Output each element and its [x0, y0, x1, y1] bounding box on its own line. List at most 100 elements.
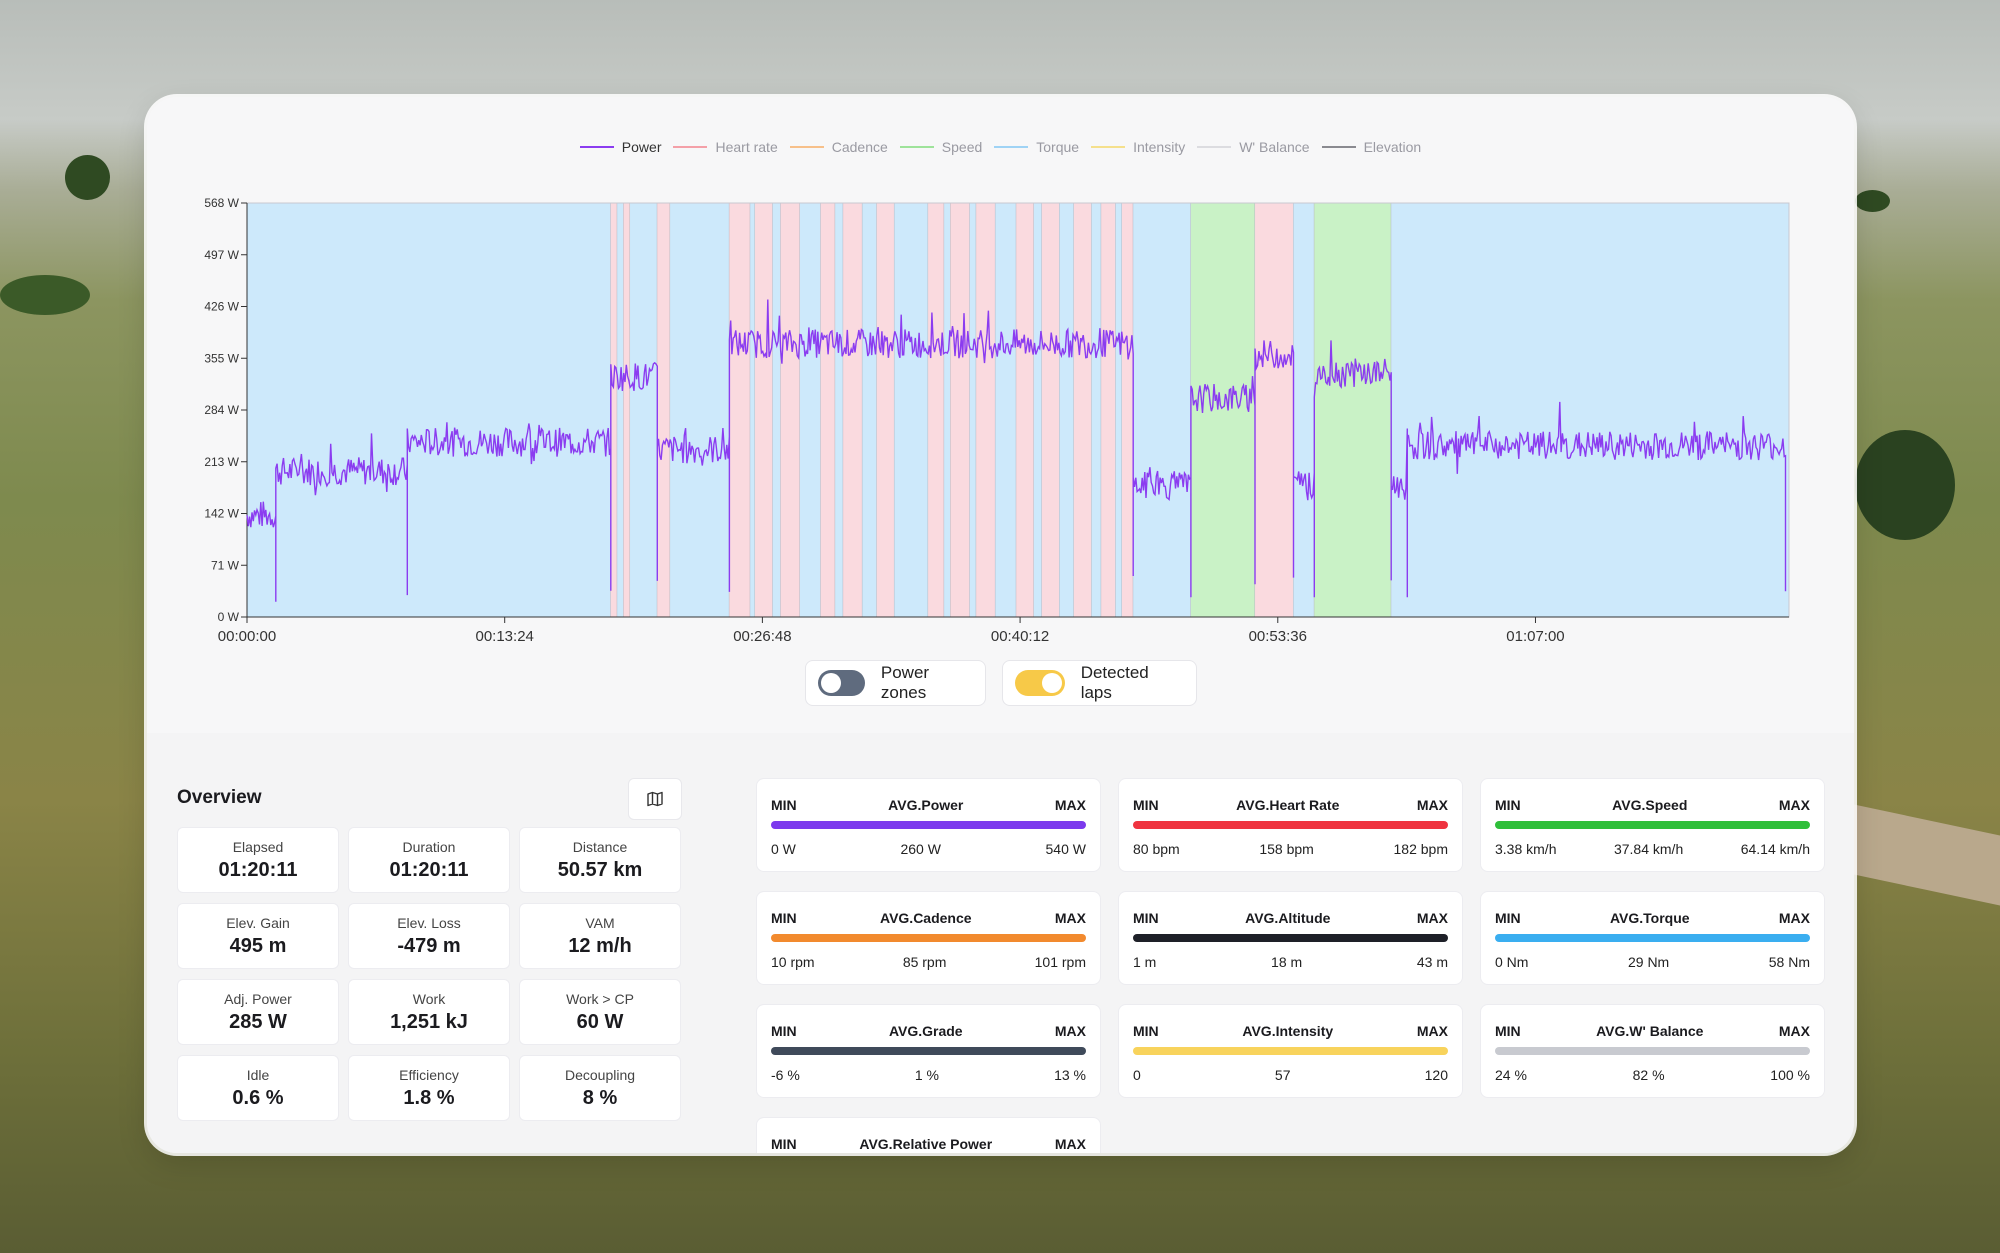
metric-min-label: MIN	[1495, 910, 1521, 926]
metric-header: MIN AVG.Speed MAX	[1495, 797, 1810, 813]
stat-value: 50.57 km	[557, 859, 643, 881]
switch-knob	[821, 673, 841, 693]
stat-value: 60 W	[576, 1011, 624, 1033]
lap-band	[755, 203, 773, 617]
metric-max-value: 100 %	[1770, 1067, 1810, 1083]
y-tick-label: 213 W	[204, 455, 239, 469]
metric-min-label: MIN	[771, 1136, 797, 1152]
lap-band	[1391, 203, 1789, 617]
legend-item-elevation[interactable]: Elevation	[1321, 139, 1421, 155]
metric-header: MIN AVG.Relative Power MAX	[771, 1136, 1086, 1152]
metric-max-value: 64.14 km/h	[1740, 841, 1810, 857]
metric-range-bar	[1133, 1047, 1448, 1055]
lap-band	[623, 203, 631, 617]
lap-band	[1122, 203, 1134, 617]
lap-band	[1091, 203, 1102, 617]
metric-title: AVG.W' Balance	[1596, 1023, 1704, 1039]
stat-label: VAM	[585, 915, 615, 931]
metric-card-avg-relative-power: MIN AVG.Relative Power MAX	[756, 1117, 1101, 1153]
lap-band	[1255, 203, 1294, 617]
stat-value: 01:20:11	[218, 859, 298, 881]
metric-header: MIN AVG.W' Balance MAX	[1495, 1023, 1810, 1039]
lap-band	[799, 203, 821, 617]
metric-max-label: MAX	[1416, 910, 1448, 926]
lap-band	[729, 203, 751, 617]
lap-band	[820, 203, 836, 617]
switch-knob	[1042, 673, 1062, 693]
metric-min-value: -6 %	[771, 1067, 800, 1083]
lap-band	[1190, 203, 1256, 617]
lap-band	[950, 203, 970, 617]
legend-item-speed[interactable]: Speed	[899, 139, 982, 155]
legend-swatch	[1197, 146, 1232, 148]
metric-card-avg-w-balance: MIN AVG.W' Balance MAX 24 % 82 % 100 %	[1480, 1004, 1825, 1098]
lap-band	[1073, 203, 1092, 617]
stat-value: 12 m/h	[568, 935, 632, 957]
stat-value: 285 W	[229, 1011, 287, 1033]
lap-band	[617, 203, 624, 617]
map-icon	[647, 791, 663, 807]
lap-band	[835, 203, 844, 617]
y-tick-label: 284 W	[204, 403, 239, 417]
power-zones-toggle[interactable]: Power zones	[805, 660, 986, 706]
metric-values: -6 % 1 % 13 %	[771, 1067, 1086, 1083]
activity-card: Power Heart rate Cadence Speed Torque Intensi…	[147, 97, 1854, 1153]
detected-laps-switch[interactable]	[1015, 670, 1065, 696]
y-tick-label: 497 W	[204, 248, 239, 262]
metric-avg-value: 18 m	[1271, 954, 1303, 970]
stat-label: Decoupling	[564, 1067, 636, 1083]
metric-card-avg-cadence: MIN AVG.Cadence MAX 10 rpm 85 rpm 101 rpm	[756, 891, 1101, 985]
metric-max-label: MAX	[1054, 910, 1086, 926]
stat-elapsed: Elapsed 01:20:11	[177, 827, 339, 893]
legend-item-power[interactable]: Power	[579, 139, 662, 155]
lap-band	[610, 203, 618, 617]
metric-card-avg-speed: MIN AVG.Speed MAX 3.38 km/h 37.84 km/h 64.14 …	[1480, 778, 1825, 872]
metric-title: AVG.Relative Power	[859, 1136, 993, 1152]
metric-range-bar	[1495, 1047, 1810, 1055]
metric-title: AVG.Cadence	[880, 910, 972, 926]
metric-min-label: MIN	[1495, 1023, 1521, 1039]
power-zones-switch[interactable]	[818, 670, 865, 696]
stat-value: 1,251 kJ	[390, 1011, 468, 1033]
stat-elev-gain: Elev. Gain 495 m	[177, 903, 339, 969]
legend-item-torque[interactable]: Torque	[994, 139, 1079, 155]
power-zones-label: Power zones	[880, 663, 930, 702]
metric-max-value: 101 rpm	[1034, 954, 1086, 970]
lap-band	[1033, 203, 1042, 617]
metric-title: AVG.Grade	[888, 1023, 963, 1039]
metric-min-label: MIN	[1133, 910, 1159, 926]
x-tick-label: 01:07:00	[1506, 628, 1564, 645]
metric-values: 10 rpm 85 rpm 101 rpm	[771, 954, 1086, 970]
legend-item-heart-rate[interactable]: Heart rate	[673, 139, 778, 155]
legend-item-intensity[interactable]: Intensity	[1091, 139, 1185, 155]
metric-max-label: MAX	[1054, 1023, 1086, 1039]
stat-work-cp: Work > CP 60 W	[519, 979, 681, 1045]
overview-title: Overview	[177, 787, 262, 808]
power-chart[interactable]: 568 W 497 W 426 W 355 W 284 W 213 W 142 W 71 W 0…	[147, 97, 1854, 657]
legend-item-w-balance[interactable]: W' Balance	[1197, 139, 1310, 155]
metric-avg-value: 1 %	[914, 1067, 939, 1083]
legend-label: Power	[621, 139, 662, 155]
lap-band	[995, 203, 1017, 617]
metric-min-value: 0 W	[771, 841, 796, 857]
legend-item-cadence[interactable]: Cadence	[789, 139, 888, 155]
metric-avg-value: 158 bpm	[1259, 841, 1314, 857]
lap-band	[1115, 203, 1123, 617]
stat-value: 1.8 %	[403, 1087, 455, 1109]
y-tick-label: 355 W	[204, 351, 239, 365]
metric-max-label: MAX	[1778, 797, 1810, 813]
lap-band	[944, 203, 951, 617]
metric-avg-value: 57	[1274, 1067, 1291, 1083]
y-tick-label: 426 W	[204, 300, 239, 314]
metric-header: MIN AVG.Torque MAX	[1495, 910, 1810, 926]
y-tick-label: 71 W	[211, 558, 240, 572]
stat-vam: VAM 12 m/h	[519, 903, 681, 969]
lap-band	[976, 203, 996, 617]
map-button[interactable]	[628, 778, 682, 820]
legend-label: Heart rate	[715, 139, 778, 155]
stat-decoupling: Decoupling 8 %	[519, 1055, 681, 1121]
metric-values: 0 W 260 W 540 W	[771, 841, 1086, 857]
stat-label: Idle	[246, 1067, 270, 1083]
detected-laps-toggle[interactable]: Detected laps	[1002, 660, 1197, 706]
legend-label: Cadence	[831, 139, 888, 155]
